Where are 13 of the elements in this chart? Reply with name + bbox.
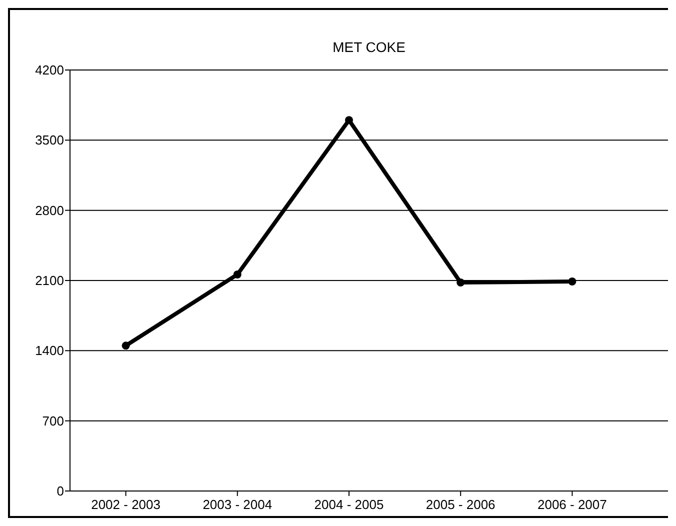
y-tick-label: 0 — [56, 484, 64, 499]
x-tick-label: 2006 - 2007 — [537, 497, 607, 512]
x-tick-label: 2003 - 2004 — [202, 497, 272, 512]
y-tick-label: 2800 — [35, 202, 64, 218]
x-tick-label: 2002 - 2003 — [91, 497, 161, 512]
y-tick-label: 3500 — [35, 132, 64, 148]
y-tick-label: 2100 — [35, 273, 64, 288]
chart-title: MET COKE — [332, 39, 406, 55]
x-tick-label: 2004 - 2005 — [314, 497, 384, 512]
y-tick-label: 4200 — [35, 62, 64, 78]
y-tick-label: 700 — [42, 413, 64, 428]
y-tick-label: 1400 — [35, 343, 64, 358]
x-tick-label: 2005 - 2006 — [426, 497, 496, 512]
